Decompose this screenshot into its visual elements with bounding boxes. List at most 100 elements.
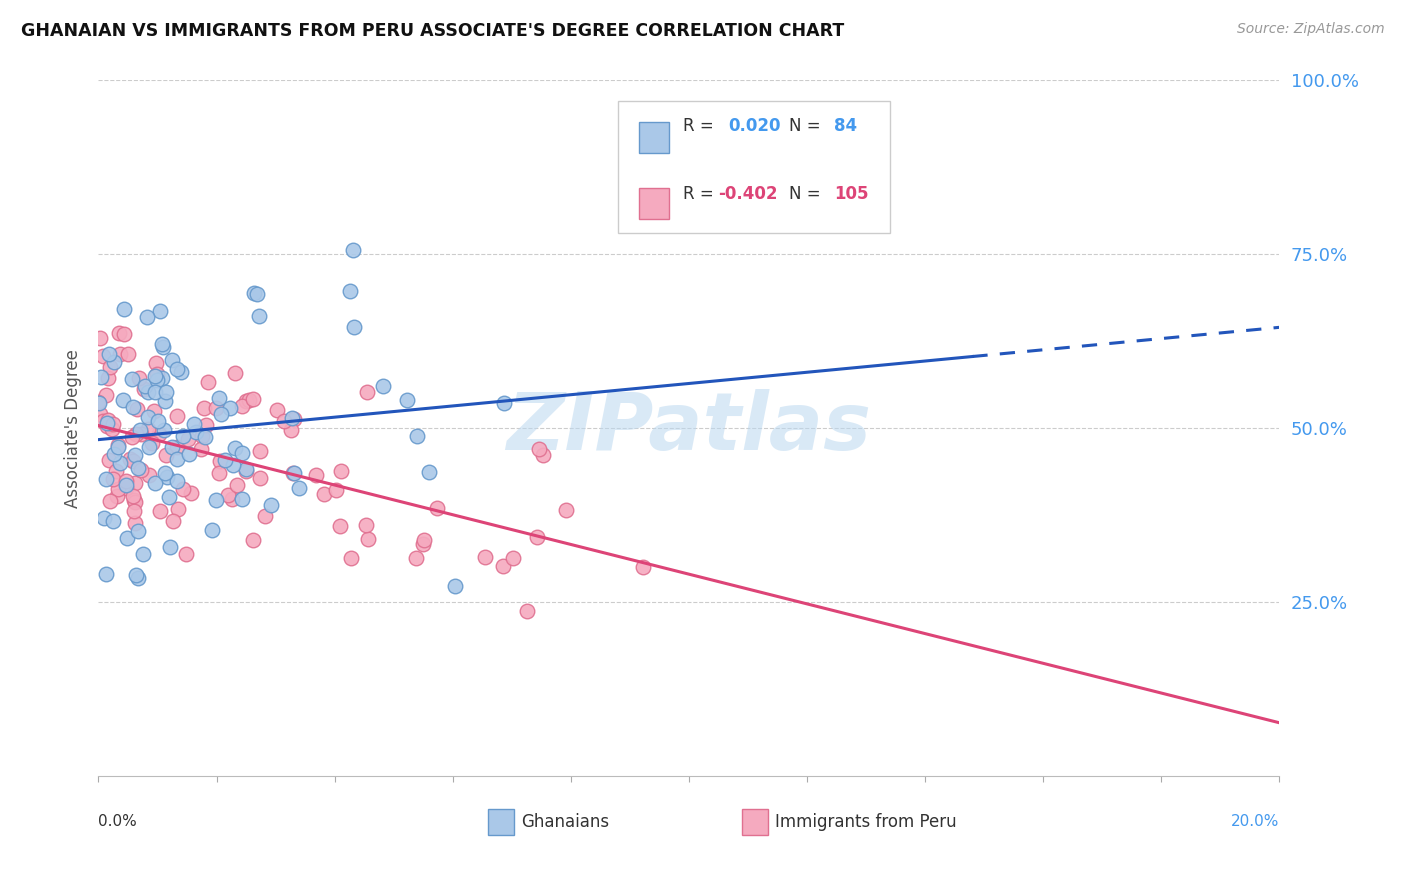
Point [235, 461, 257, 475]
Point [115, 478, 138, 492]
Point [209, 407, 232, 421]
Point [125, 402, 148, 417]
Text: N =: N = [789, 185, 827, 202]
Point [238, 392, 260, 407]
Point [222, 458, 245, 473]
Point [224, 441, 246, 455]
Point [190, 429, 212, 443]
Point [356, 384, 378, 399]
Point [281, 466, 304, 480]
Point [121, 401, 143, 415]
Point [172, 483, 194, 497]
Point [208, 467, 231, 481]
Point [145, 385, 167, 400]
Point [96, 371, 118, 385]
Point [166, 409, 188, 424]
Point [184, 425, 207, 439]
Point [101, 422, 124, 436]
Point [155, 448, 177, 462]
Point [97, 453, 120, 467]
Point [155, 384, 177, 399]
Point [273, 414, 295, 428]
Point [288, 481, 311, 495]
Point [197, 375, 219, 389]
Point [160, 352, 183, 367]
Point [235, 464, 257, 478]
Point [357, 533, 380, 547]
Point [108, 456, 131, 470]
Point [329, 519, 352, 533]
Point [529, 442, 551, 457]
Bar [742, 809, 768, 835]
Point [153, 466, 176, 480]
Point [98, 494, 121, 508]
Point [146, 414, 169, 428]
Point [115, 532, 138, 546]
Point [124, 495, 146, 509]
Point [122, 504, 145, 518]
Point [330, 464, 353, 478]
Point [413, 533, 436, 547]
Point [124, 516, 146, 531]
Point [129, 423, 152, 437]
Point [112, 302, 135, 317]
Bar [488, 809, 515, 835]
Point [145, 356, 167, 370]
Point [177, 432, 200, 446]
Point [138, 468, 160, 483]
Point [283, 466, 305, 480]
Point [150, 371, 173, 385]
FancyBboxPatch shape [619, 101, 890, 234]
Point [91, 350, 114, 364]
Point [87, 395, 110, 409]
Point [426, 500, 449, 515]
Point [97, 347, 120, 361]
Point [103, 447, 125, 461]
Point [159, 540, 181, 554]
Point [249, 471, 271, 485]
Point [142, 404, 165, 418]
Point [145, 373, 167, 387]
Point [516, 604, 538, 618]
Point [107, 440, 129, 454]
Point [122, 454, 145, 468]
Point [242, 392, 264, 407]
Point [443, 579, 465, 593]
Point [103, 355, 125, 369]
Point [103, 514, 125, 528]
Bar [640, 121, 669, 153]
Point [149, 304, 172, 318]
Text: 84: 84 [834, 117, 858, 135]
Point [138, 422, 160, 436]
Point [224, 366, 246, 380]
Point [96, 419, 118, 434]
Point [371, 379, 394, 393]
Point [105, 464, 128, 478]
Point [243, 286, 266, 301]
Point [122, 489, 145, 503]
Point [253, 509, 276, 524]
Point [122, 493, 145, 508]
Point [145, 368, 167, 383]
Point [246, 286, 269, 301]
Point [121, 430, 143, 444]
Point [111, 393, 134, 408]
Point [166, 451, 188, 466]
Point [129, 463, 152, 477]
Point [169, 366, 191, 380]
Point [128, 370, 150, 384]
Point [177, 447, 200, 461]
Point [405, 551, 427, 566]
Point [117, 347, 139, 361]
Point [214, 453, 236, 467]
Point [195, 417, 218, 432]
Text: -0.402: -0.402 [718, 185, 778, 202]
Point [418, 465, 440, 479]
Point [342, 243, 364, 257]
Point [108, 347, 131, 361]
Point [174, 547, 197, 561]
Point [115, 475, 138, 489]
Point [526, 529, 548, 543]
Text: R =: R = [683, 117, 718, 135]
Point [325, 483, 347, 497]
